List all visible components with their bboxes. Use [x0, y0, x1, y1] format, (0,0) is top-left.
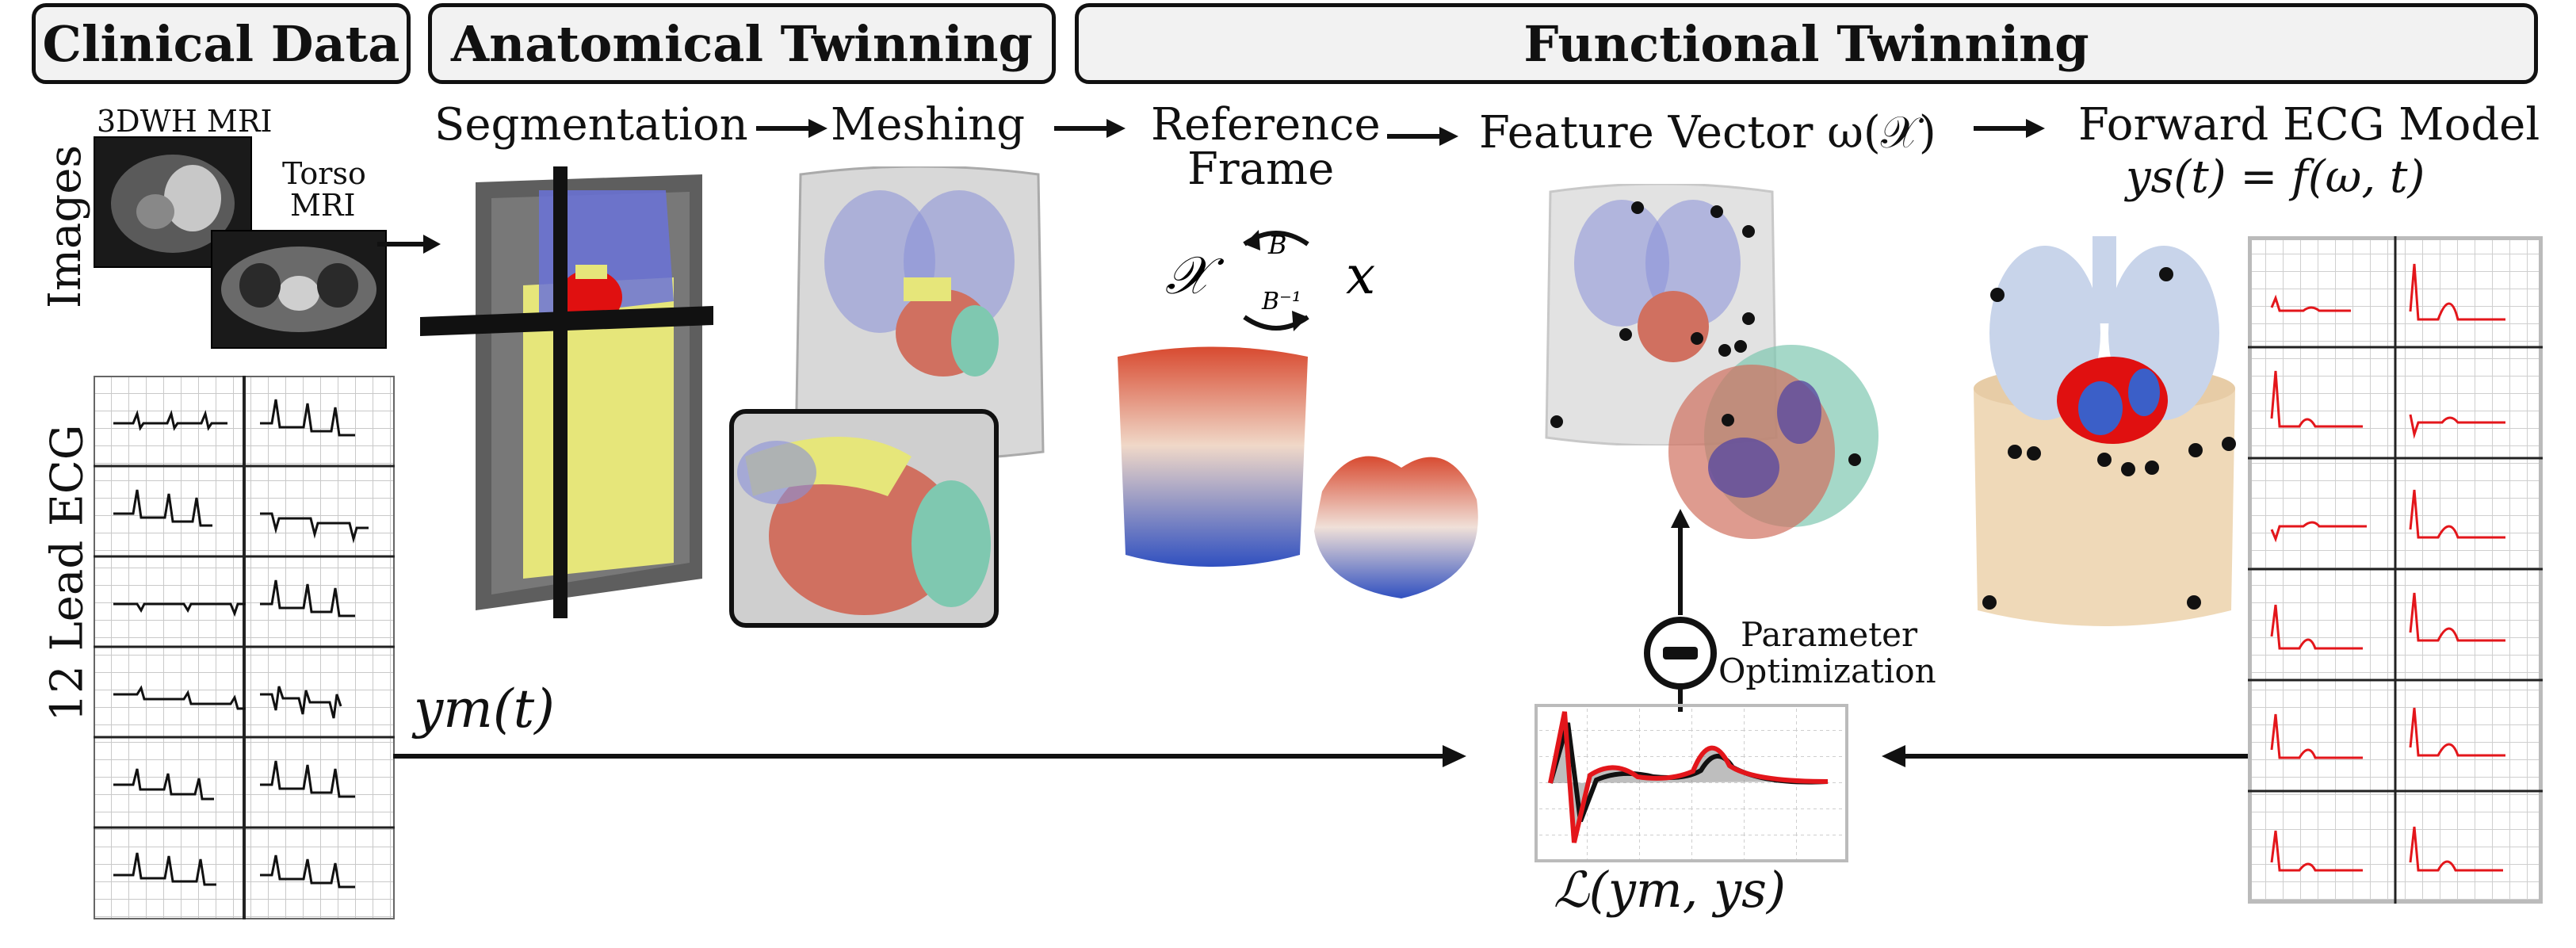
segmentation-label: Segmentation: [434, 99, 748, 151]
loss-ecg-comparison-plot: [1535, 704, 1848, 862]
reference-frame-label-2: Frame: [1187, 143, 1335, 195]
feature-vector-heart-image: [1668, 345, 1878, 539]
forward-model-equation: ys(t) = f(ω, t): [2126, 151, 2425, 203]
x-cal-symbol: 𝒳: [1165, 245, 1225, 306]
arrow-images-to-segmentation: [377, 235, 441, 254]
images-label: Images: [40, 144, 92, 309]
arrow-optimization-to-feature: [1671, 509, 1690, 615]
segmentation-image: [420, 166, 713, 618]
reference-frame-heart-image: [1314, 456, 1478, 598]
torso-mri-label-2: MRI: [290, 188, 356, 223]
meshing-torso-image: [794, 166, 1045, 460]
torso-mri-label-1: Torso: [282, 156, 366, 191]
section-anatomical-twinning: Anatomical Twinning: [428, 3, 1056, 84]
reference-frame-torso-image: [1118, 346, 1308, 567]
arrow-simulated-to-loss: [1882, 745, 2248, 767]
meshing-zoom-inset: [729, 409, 999, 628]
arrow-reference-to-feature: [1387, 127, 1458, 146]
minus-circle-icon: [1644, 617, 1717, 690]
parameter-label: Parameter: [1741, 615, 1918, 654]
mri-3dwh-label: 3DWH MRI: [97, 104, 273, 139]
coordinate-mapping-diagram: 𝒳 x B B⁻¹: [1165, 230, 1375, 331]
ecg-12-lead-grid: [94, 376, 395, 919]
torso-mri-image: [211, 230, 387, 349]
section-functional-twinning: Functional Twinning: [1075, 3, 2538, 84]
mri-3dwh-image: [94, 136, 252, 268]
feature-vector-label: Feature Vector ω(𝒳): [1479, 107, 1936, 159]
reference-frame-label-1: Reference: [1151, 99, 1381, 151]
arrow-measured-to-loss: [393, 745, 1466, 767]
x-symbol: x: [1346, 245, 1375, 306]
section-clinical-data: Clinical Data: [32, 3, 411, 84]
loss-label: ℒ(ym, ys): [1554, 861, 1787, 919]
simulated-ecg-trace: [1548, 711, 1829, 843]
ecg-12-lead-label: 12 Lead ECG: [41, 424, 94, 722]
simulated-ecg-grid: [2248, 236, 2543, 904]
meshing-label: Meshing: [831, 99, 1026, 151]
ym-label: ym(t): [414, 679, 555, 740]
arrow-meshing-to-reference: [1054, 119, 1126, 138]
forward-model-torso-image: [1974, 236, 2236, 626]
arrow-feature-to-forward: [1974, 119, 2045, 138]
optimization-label: Optimization: [1718, 652, 1936, 690]
forward-model-label: Forward ECG Model: [2078, 99, 2540, 151]
b-inverse-label: B⁻¹: [1261, 288, 1301, 315]
arrow-segmentation-to-meshing: [756, 119, 827, 138]
